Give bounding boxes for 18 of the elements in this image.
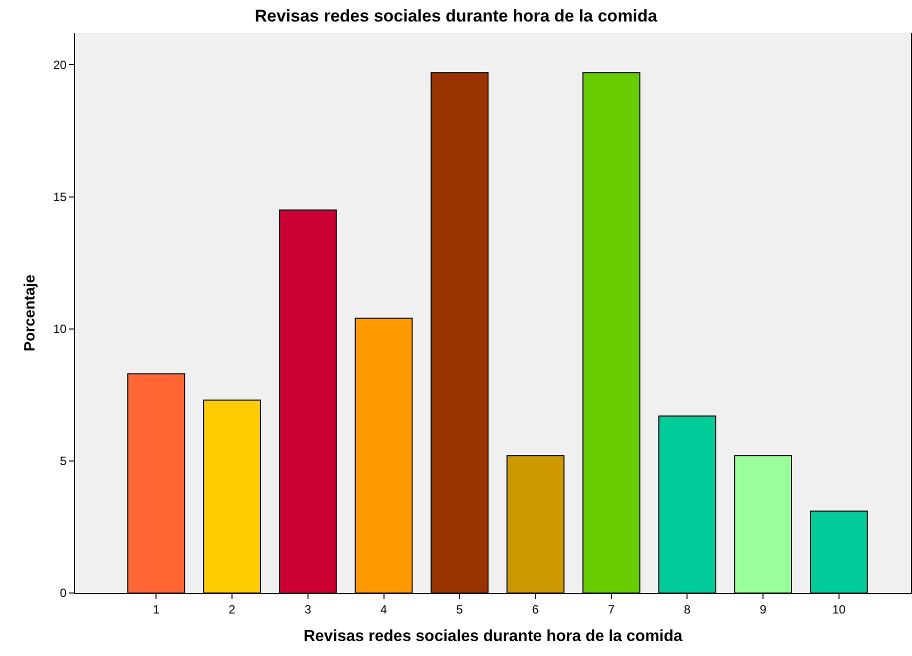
x-tick-label: 8 xyxy=(684,602,691,616)
x-tick-label: 4 xyxy=(380,602,388,616)
y-tick-label: 10 xyxy=(53,322,67,336)
y-axis-title: Porcentaje xyxy=(21,274,38,352)
y-tick-label: 5 xyxy=(60,454,67,468)
x-tick-label: 5 xyxy=(456,602,464,616)
x-tick-label: 10 xyxy=(832,602,846,616)
y-tick-label: 0 xyxy=(60,586,67,600)
x-tick-label: 2 xyxy=(228,602,236,616)
chart-title: Revisas redes sociales durante hora de la comida xyxy=(254,6,658,26)
x-axis-title: Revisas redes sociales durante hora de la comida xyxy=(304,628,683,646)
y-tick-label: 15 xyxy=(53,190,67,204)
x-tick-label: 1 xyxy=(152,602,160,616)
x-tick-label: 6 xyxy=(532,602,540,616)
x-tick-label: 9 xyxy=(760,602,767,616)
y-tick-label: 20 xyxy=(53,58,67,72)
x-tick-label: 7 xyxy=(608,602,615,616)
x-tick-label: 3 xyxy=(304,602,312,616)
